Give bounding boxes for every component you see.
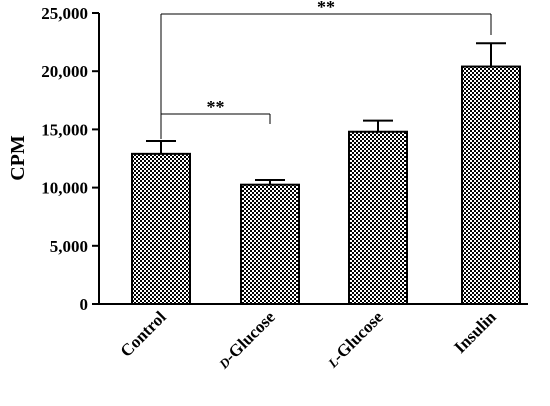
x-tick-label: D-Glucose xyxy=(213,307,279,373)
significance-brackets: ** ** xyxy=(160,0,492,140)
bar xyxy=(348,130,408,305)
y-tick-label: 5,000 xyxy=(50,237,88,256)
y-axis-title: CPM xyxy=(7,135,29,181)
x-tick-label-main: -Glucose xyxy=(221,307,279,365)
y-tick-label: 0 xyxy=(80,295,89,314)
bar xyxy=(461,65,521,305)
x-tick-label-main: Insulin xyxy=(450,307,500,357)
bar xyxy=(240,183,300,305)
y-ticks: 0 5,000 10,000 15,000 20,000 25,000 xyxy=(41,4,99,314)
x-tick-label: L-Glucose xyxy=(322,307,387,372)
x-tick-label: Control xyxy=(117,307,170,360)
x-tick-label: Insulin xyxy=(450,307,500,357)
y-tick-label: 25,000 xyxy=(41,4,88,23)
x-tick-label-main: Control xyxy=(117,307,170,360)
y-tick-label: 15,000 xyxy=(41,120,88,139)
y-tick-label: 10,000 xyxy=(41,179,88,198)
bars xyxy=(131,65,521,305)
x-tick-labels: Control D-Glucose L-Glucose Insulin xyxy=(117,307,501,373)
bar xyxy=(131,152,191,305)
significance-label: ** xyxy=(207,97,225,117)
y-tick-label: 20,000 xyxy=(41,62,88,81)
error-bars xyxy=(146,42,506,185)
x-tick-label-main: -Glucose xyxy=(329,307,387,365)
significance-label: ** xyxy=(317,0,335,17)
